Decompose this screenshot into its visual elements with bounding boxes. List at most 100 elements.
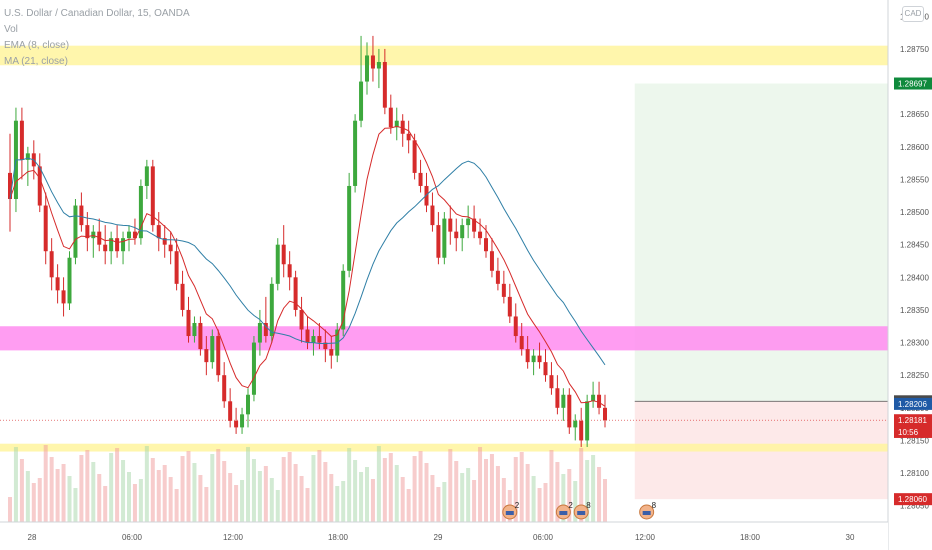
candle-body (585, 401, 590, 441)
volume-bar (55, 469, 60, 522)
volume-bar (472, 480, 477, 522)
candle (73, 199, 78, 265)
x-tick-label: 29 (434, 533, 443, 542)
volume-bar (537, 488, 542, 522)
candle (567, 388, 572, 434)
candle-body (222, 375, 227, 402)
candle (109, 231, 114, 265)
volume-bar (519, 452, 524, 522)
volume-bar (549, 450, 554, 522)
candle-body (49, 251, 54, 278)
candle (299, 296, 304, 343)
candle (359, 35, 364, 128)
volume-bar (388, 453, 393, 522)
candle-body (25, 153, 30, 160)
volume-bar (579, 448, 584, 522)
candle-body (73, 205, 78, 258)
candle-body (174, 251, 179, 284)
volume-bar (603, 479, 607, 522)
candle (251, 336, 256, 402)
volume-bar (394, 465, 399, 522)
volume-bar (132, 484, 137, 522)
candle-body (8, 172, 12, 200)
candle (531, 349, 536, 376)
volume-bar (180, 456, 185, 522)
candle-body (127, 231, 131, 239)
volume-bar (353, 460, 358, 522)
volume-bar (37, 478, 42, 522)
candle (287, 251, 292, 291)
volume-bar (43, 445, 48, 522)
volume-bar (370, 479, 375, 522)
volume-bar (103, 486, 108, 522)
price-tag (894, 397, 932, 410)
candle (370, 35, 375, 82)
volume-bar (263, 466, 268, 522)
candle-body (103, 244, 108, 252)
volume-bar (329, 474, 334, 522)
candle (561, 388, 566, 421)
candle (216, 329, 221, 382)
candle (501, 270, 506, 304)
candle (180, 270, 185, 317)
y-tick-label: 1.28150 (900, 436, 929, 445)
volume-bar (192, 463, 197, 522)
candle (240, 407, 245, 434)
candle-body (365, 55, 369, 82)
candle (127, 225, 131, 252)
volume-bar (109, 453, 114, 522)
legend-ema-slow: MA (21, close) (4, 56, 68, 67)
events-layer: 2 2 8 8 (502, 501, 657, 520)
candle (317, 322, 322, 350)
candle-body (376, 61, 381, 69)
candle-body (55, 277, 60, 291)
candle-body (359, 81, 364, 121)
volume-bar (269, 478, 274, 522)
zone-resistance (0, 45, 888, 66)
volume-bar (49, 457, 54, 522)
candle (507, 283, 512, 323)
legend-vol: Vol (4, 24, 18, 35)
candle (132, 218, 137, 245)
candle (174, 238, 179, 291)
candle (436, 212, 441, 265)
candle-body (234, 420, 239, 428)
volume-bar (246, 447, 250, 522)
candle-body (79, 205, 84, 226)
candle-body (168, 244, 173, 252)
volume-bar (228, 473, 233, 522)
volume-bar (97, 474, 102, 522)
event-flag-stripe (505, 511, 514, 515)
event-flag-stripe (559, 511, 568, 515)
candle (513, 303, 518, 343)
candle (79, 192, 84, 232)
candle-body (353, 120, 358, 186)
candle-body (287, 264, 292, 278)
candle (204, 336, 209, 376)
target-zone (634, 83, 888, 402)
candle (61, 277, 66, 317)
volume-bar (311, 455, 316, 522)
volume-bar (359, 472, 364, 522)
candle-body (144, 166, 149, 186)
candle (466, 205, 471, 239)
candle-body (150, 166, 155, 226)
legend-ema-fast: EMA (8, close) (4, 40, 70, 51)
y-tick-label: 1.28050 (900, 502, 929, 511)
candle-body (121, 238, 126, 252)
candle (460, 218, 465, 252)
currency-badge[interactable]: CAD (902, 6, 924, 22)
candle-body (370, 55, 375, 69)
candle (263, 296, 268, 343)
volume-bar (79, 455, 84, 522)
candle-body (561, 394, 566, 408)
candle (192, 316, 197, 343)
moving-averages-layer (9, 125, 606, 407)
candle (275, 238, 280, 291)
candle-body (442, 218, 447, 258)
candle-body (329, 349, 334, 356)
event-count: 2 (515, 501, 520, 510)
price-tag-label: 1.28181 (898, 416, 927, 425)
candle-body (323, 342, 328, 350)
